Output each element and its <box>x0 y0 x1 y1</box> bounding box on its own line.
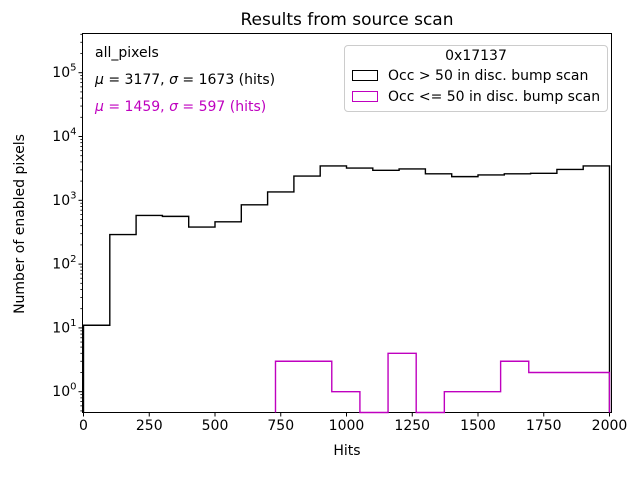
y-tick-label: 100 <box>52 382 76 401</box>
x-tick-label: 250 <box>136 418 163 434</box>
legend-entry: Occ > 50 in disc. bump scan <box>345 65 607 86</box>
mu-symbol: μ <box>95 72 104 88</box>
legend-entry: Occ <= 50 in disc. bump scan <box>345 86 607 107</box>
annotation-magenta-stats: μ = 1459, σ = 597 (hits) <box>95 99 266 115</box>
x-tick-label: 1500 <box>460 418 496 434</box>
mu-value: = 1459, <box>103 99 170 115</box>
mu-value: = 3177, <box>103 72 170 88</box>
legend-swatch-magenta <box>352 91 378 102</box>
x-tick-label: 1250 <box>394 418 430 434</box>
histogram-occ-le-50 <box>274 352 611 414</box>
x-tick-label: 1000 <box>329 418 365 434</box>
sigma-value: = 1673 (hits) <box>177 72 276 88</box>
annotation-black-stats: μ = 3177, σ = 1673 (hits) <box>95 72 275 88</box>
annotation-dataset-name: all_pixels <box>95 45 159 61</box>
y-axis-label: Number of enabled pixels <box>12 134 28 314</box>
chart-title: Results from source scan <box>240 10 454 30</box>
histogram-occ-gt-50 <box>82 165 611 413</box>
y-tick-label: 103 <box>52 190 76 209</box>
sigma-symbol: σ <box>169 99 178 115</box>
legend: 0x17137 Occ > 50 in disc. bump scan Occ … <box>344 45 608 112</box>
x-tick-label: 1750 <box>526 418 562 434</box>
legend-title: 0x17137 <box>445 48 507 64</box>
x-tick-label: 2000 <box>592 418 628 434</box>
x-axis-label: Hits <box>333 443 361 459</box>
y-tick-label: 105 <box>52 63 76 82</box>
x-tick-label: 500 <box>202 418 229 434</box>
legend-entry-label: Occ > 50 in disc. bump scan <box>388 67 589 84</box>
sigma-symbol: σ <box>169 72 178 88</box>
sigma-value: = 597 (hits) <box>177 99 267 115</box>
y-tick-label: 101 <box>52 318 76 337</box>
x-tick-label: 0 <box>79 418 88 434</box>
mu-symbol: μ <box>95 99 104 115</box>
y-tick-label: 104 <box>52 127 76 146</box>
y-tick-label: 102 <box>52 254 76 273</box>
x-tick-label: 750 <box>267 418 294 434</box>
legend-swatch-black <box>352 70 378 81</box>
legend-entry-label: Occ <= 50 in disc. bump scan <box>388 88 601 105</box>
